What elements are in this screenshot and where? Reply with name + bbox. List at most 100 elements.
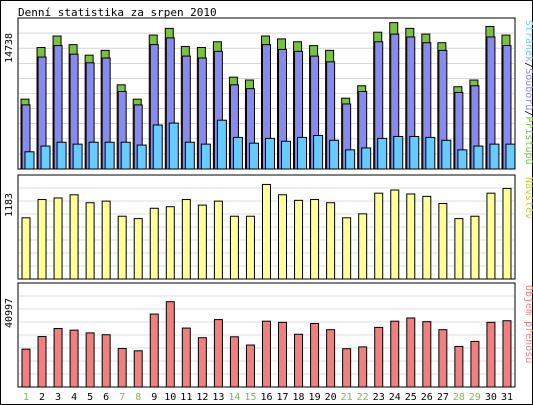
legend-entry: Přístupů	[523, 116, 533, 164]
x-tick-label: 20	[325, 392, 337, 403]
y-max-label-middle: 1183	[4, 193, 15, 217]
bar-visits	[486, 192, 496, 280]
bar-volume	[149, 313, 159, 388]
bar-visits	[117, 215, 127, 280]
bar-volume	[181, 327, 191, 388]
bar-visits	[261, 183, 271, 280]
x-tick-label: 28	[453, 392, 465, 403]
bar-pages	[264, 137, 275, 170]
bar-pages	[457, 149, 468, 170]
chart-title: Denní statistika za srpen 2010	[18, 6, 217, 19]
bar-volume	[358, 346, 368, 388]
bar-pages	[393, 135, 404, 170]
x-tick-label: 14	[228, 392, 240, 403]
bar-visits	[438, 203, 448, 280]
legend-entry: Návštěv	[523, 177, 533, 219]
bar-volume	[374, 326, 384, 388]
bar-pages	[136, 144, 147, 170]
bar-pages	[505, 143, 516, 170]
bar-volume	[53, 328, 63, 388]
x-tick-label: 19	[309, 392, 321, 403]
x-tick-label: 29	[469, 392, 481, 403]
bar-pages	[104, 141, 115, 170]
bar-volume	[21, 348, 31, 388]
x-tick-label: 5	[87, 392, 93, 403]
x-tick-label: 7	[119, 392, 125, 403]
bar-visits	[294, 199, 304, 280]
x-tick-label: 11	[180, 392, 192, 403]
bar-volume	[502, 320, 512, 388]
bar-volume	[454, 345, 464, 388]
x-tick-label: 8	[135, 392, 141, 403]
x-tick-label: 12	[196, 392, 208, 403]
bar-visits	[310, 199, 320, 280]
bar-visits	[502, 187, 512, 280]
bar-volume	[197, 337, 207, 388]
bar-volume	[37, 336, 47, 388]
legend-entry: Stránek	[523, 20, 533, 62]
x-tick-label: 13	[212, 392, 224, 403]
bar-volume	[165, 301, 175, 388]
bar-pages	[281, 140, 292, 170]
legend-entry: /	[523, 62, 533, 68]
bar-pages	[152, 124, 163, 170]
legend-top: Stránek/Souborů/Přístupů	[523, 20, 533, 165]
bar-volume	[101, 334, 111, 388]
bar-visits	[374, 192, 384, 280]
x-tick-label: 10	[164, 392, 176, 403]
x-tick-label: 18	[293, 392, 305, 403]
x-tick-label: 22	[357, 392, 369, 403]
bar-pages	[361, 147, 372, 170]
bar-volume	[486, 321, 496, 388]
bar-volume	[390, 320, 400, 388]
bar-visits	[197, 204, 207, 280]
x-tick-label: 1	[23, 392, 29, 403]
x-tick-label: 21	[341, 392, 353, 403]
bar-volume	[117, 347, 127, 388]
bar-volume	[326, 329, 336, 388]
bar-volume	[294, 333, 304, 388]
bar-visits	[181, 199, 191, 280]
bar-volume	[85, 332, 95, 388]
bar-visits	[149, 207, 159, 280]
bar-pages	[72, 143, 83, 170]
bar-volume	[278, 321, 288, 388]
x-tick-label: 6	[103, 392, 109, 403]
x-tick-label: 2	[39, 392, 45, 403]
y-max-label-bottom: 40997	[4, 298, 15, 328]
bar-volume	[422, 321, 432, 388]
bar-pages	[40, 145, 51, 170]
bar-pages	[216, 119, 227, 170]
x-tick-label: 26	[421, 392, 433, 403]
bar-pages	[329, 139, 340, 170]
x-tick-label: 31	[501, 392, 513, 403]
bar-pages	[377, 137, 388, 170]
bar-pages	[313, 135, 324, 170]
bar-visits	[85, 202, 95, 280]
bar-visits	[422, 195, 432, 280]
bar-volume	[133, 350, 143, 388]
bar-visits	[278, 194, 288, 280]
bar-pages	[120, 141, 131, 170]
bar-visits	[245, 215, 255, 280]
bar-volume	[310, 322, 320, 388]
bar-visits	[406, 193, 416, 280]
bar-visits	[69, 194, 79, 280]
bar-volume	[69, 329, 79, 388]
bar-visits	[101, 200, 111, 280]
bar-pages	[441, 139, 452, 170]
bar-volume	[470, 340, 480, 388]
legend-entry: /	[523, 110, 533, 116]
bar-visits	[470, 215, 480, 280]
bar-visits	[229, 215, 239, 280]
bar-pages	[248, 142, 259, 170]
x-tick-label: 15	[244, 392, 256, 403]
bar-pages	[297, 136, 308, 170]
bar-pages	[489, 143, 500, 170]
bar-pages	[200, 143, 211, 170]
bar-volume	[406, 317, 416, 388]
bar-visits	[21, 217, 31, 280]
legend-entry: Objem přenosu	[523, 285, 533, 363]
y-max-label-top: 14738	[4, 33, 15, 63]
